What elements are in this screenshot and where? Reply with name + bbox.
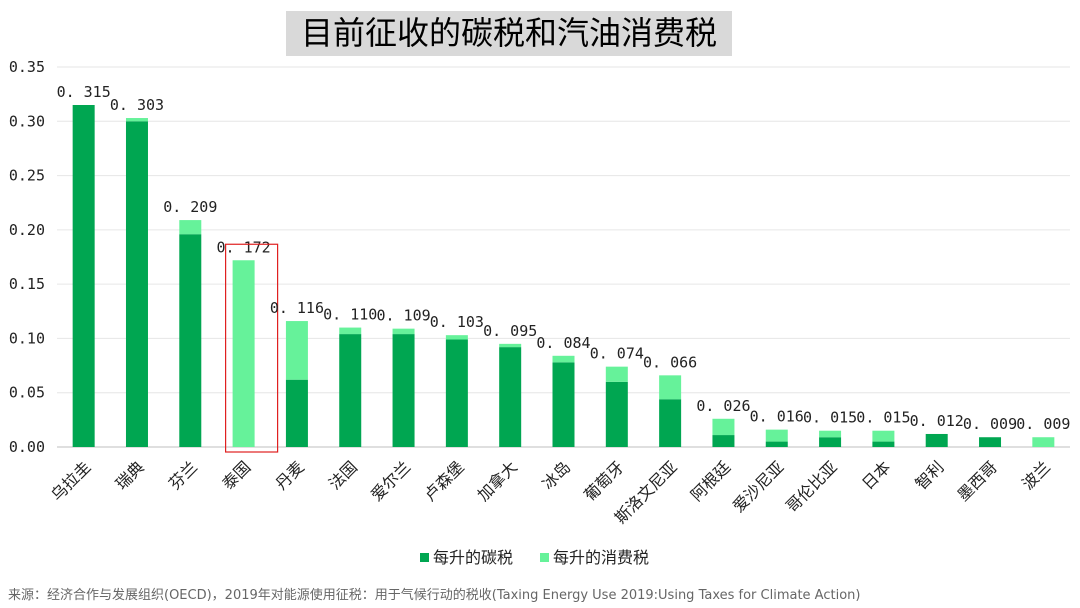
data-label: 0. 066 bbox=[643, 353, 697, 371]
bar-segment-carbon bbox=[392, 334, 415, 447]
bar-segment-carbon bbox=[499, 347, 522, 447]
bar-segment-carbon bbox=[285, 379, 308, 447]
data-label: 0. 172 bbox=[217, 238, 271, 256]
legend-label: 每升的碳税 bbox=[433, 548, 513, 567]
y-tick-label: 0.05 bbox=[9, 384, 45, 402]
x-tick-label: 冰岛 bbox=[538, 457, 574, 493]
bar-segment-excise bbox=[659, 375, 682, 400]
data-label: 0. 084 bbox=[536, 334, 590, 352]
bar-segment-carbon bbox=[445, 339, 468, 447]
legend-swatch bbox=[540, 553, 549, 562]
y-tick-label: 0.30 bbox=[9, 112, 45, 130]
bar-segment-carbon bbox=[765, 441, 788, 447]
legend-label: 每升的消费税 bbox=[553, 548, 649, 567]
data-label: 0. 074 bbox=[590, 345, 644, 363]
bar-segment-excise bbox=[712, 418, 735, 436]
bar-segment-excise bbox=[872, 430, 895, 442]
bar-segment-carbon bbox=[72, 105, 95, 447]
data-label: 0. 110 bbox=[323, 306, 377, 324]
x-tick-label: 丹麦 bbox=[272, 457, 308, 493]
bar-segment-carbon bbox=[605, 381, 628, 447]
bar-segment-excise bbox=[125, 118, 148, 122]
x-tick-label: 智利 bbox=[911, 457, 947, 493]
bar-segment-carbon bbox=[339, 334, 362, 447]
x-tick-label: 乌拉圭 bbox=[47, 457, 94, 504]
data-label: 0. 095 bbox=[483, 322, 537, 340]
data-label: 0. 103 bbox=[430, 313, 484, 331]
x-tick-label: 法国 bbox=[325, 457, 361, 493]
chart-title: 目前征收的碳税和汽油消费税 bbox=[286, 11, 732, 56]
x-tick-label: 瑞典 bbox=[112, 457, 148, 493]
x-tick-label: 哥伦比亚 bbox=[782, 457, 841, 516]
bar-segment-excise bbox=[179, 220, 202, 235]
data-label: 0. 116 bbox=[270, 299, 324, 317]
bar-segment-excise bbox=[765, 429, 788, 442]
y-tick-label: 0.00 bbox=[9, 438, 45, 456]
legend-swatch bbox=[420, 553, 429, 562]
x-tick-label: 爱尔兰 bbox=[367, 457, 414, 504]
x-tick-label: 芬兰 bbox=[165, 457, 201, 493]
x-tick-label: 日本 bbox=[858, 457, 894, 493]
bar-segment-carbon bbox=[552, 362, 575, 447]
x-tick-label: 加拿大 bbox=[474, 457, 521, 504]
x-tick-label: 泰国 bbox=[218, 457, 254, 493]
x-tick-label: 卢森堡 bbox=[420, 457, 467, 504]
bar-segment-excise bbox=[392, 328, 415, 335]
data-label: 0. 015 bbox=[856, 409, 910, 427]
bar-segment-excise bbox=[819, 430, 842, 438]
data-label: 0. 109 bbox=[376, 307, 430, 325]
bar-segment-carbon bbox=[179, 234, 202, 447]
bar-segment-excise bbox=[232, 260, 255, 447]
source-note: 来源：经济合作与发展组织(OECD)，2019年对能源使用征税：用于气候行动的税… bbox=[8, 588, 861, 603]
bar-segment-carbon bbox=[712, 435, 735, 447]
bar-segment-carbon bbox=[979, 437, 1002, 447]
highlight-box bbox=[225, 243, 279, 453]
bar-segment-carbon bbox=[659, 399, 682, 447]
x-tick-label: 葡萄牙 bbox=[580, 457, 627, 504]
data-label: 0. 012 bbox=[910, 412, 964, 430]
bar-segment-excise bbox=[605, 366, 628, 382]
y-tick-label: 0.25 bbox=[9, 167, 45, 185]
x-tick-label: 波兰 bbox=[1018, 457, 1054, 493]
y-tick-label: 0.15 bbox=[9, 275, 45, 293]
bar-segment-excise bbox=[1032, 437, 1055, 447]
data-label: 0. 016 bbox=[750, 408, 804, 426]
bar-segment-excise bbox=[499, 343, 522, 348]
y-tick-label: 0.35 bbox=[9, 58, 45, 76]
data-label: 0. 009 bbox=[963, 415, 1017, 433]
bar-segment-excise bbox=[445, 335, 468, 340]
bar-segment-excise bbox=[552, 355, 575, 363]
bar-segment-carbon bbox=[925, 433, 948, 447]
x-tick-label: 爱沙尼亚 bbox=[729, 457, 788, 516]
data-label: 0. 315 bbox=[57, 83, 111, 101]
bar-segment-carbon bbox=[819, 437, 842, 447]
x-tick-label: 墨西哥 bbox=[953, 457, 1000, 504]
y-tick-label: 0.10 bbox=[9, 329, 45, 347]
data-label: 0. 026 bbox=[696, 397, 750, 415]
y-tick-label: 0.20 bbox=[9, 221, 45, 239]
bar-segment-carbon bbox=[872, 441, 895, 447]
bar-segment-excise bbox=[285, 321, 308, 380]
x-tick-label: 阿根廷 bbox=[687, 457, 734, 504]
bar-segment-excise bbox=[339, 327, 362, 335]
data-label: 0. 209 bbox=[163, 198, 217, 216]
data-label: 0. 303 bbox=[110, 96, 164, 114]
bar-segment-carbon bbox=[125, 121, 148, 448]
data-label: 0. 015 bbox=[803, 409, 857, 427]
data-label: 0. 009 bbox=[1016, 415, 1070, 433]
